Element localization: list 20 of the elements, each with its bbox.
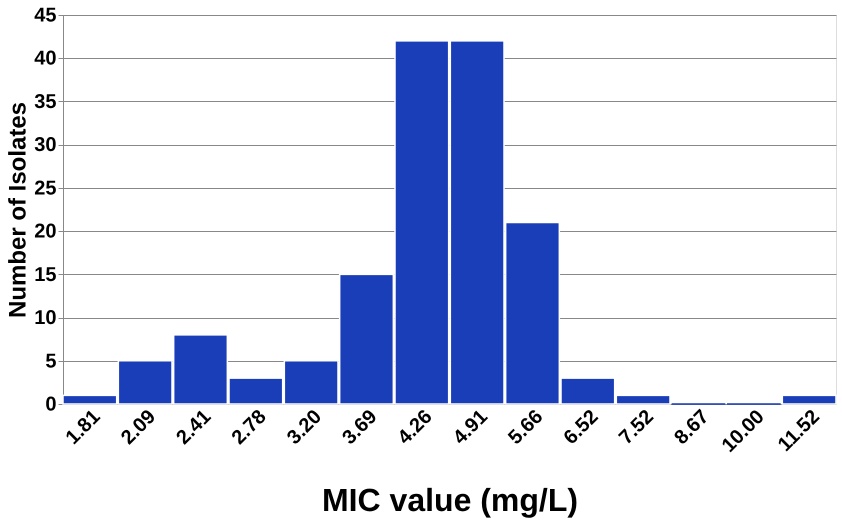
y-tick-label: 40	[34, 48, 56, 70]
x-tick-label: 4.26	[394, 406, 437, 449]
x-tick-label: 6.52	[560, 406, 603, 449]
y-tick-label: 20	[34, 220, 56, 243]
y-tick-label: 10	[34, 307, 56, 330]
x-tick-label: 4.91	[448, 406, 492, 449]
y-tick-label: 15	[34, 264, 56, 286]
y-tick-label: 5	[45, 350, 56, 372]
x-tick-label: 7.52	[614, 406, 658, 449]
y-tick-label: 25	[34, 177, 56, 200]
x-tick-label: 3.69	[338, 406, 382, 449]
x-tick-label: 3.20	[282, 406, 326, 449]
y-tick-label: 0	[45, 394, 56, 416]
y-tick-label: 45	[34, 4, 56, 26]
y-tick-label: 35	[34, 90, 56, 113]
x-tick-label: 5.66	[504, 406, 548, 449]
y-axis-title: Number of Isolates	[4, 102, 32, 318]
x-tick-label: 1.81	[62, 406, 105, 449]
y-tick-label: 30	[34, 134, 56, 156]
x-axis-title: MIC value (mg/L)	[322, 482, 578, 518]
